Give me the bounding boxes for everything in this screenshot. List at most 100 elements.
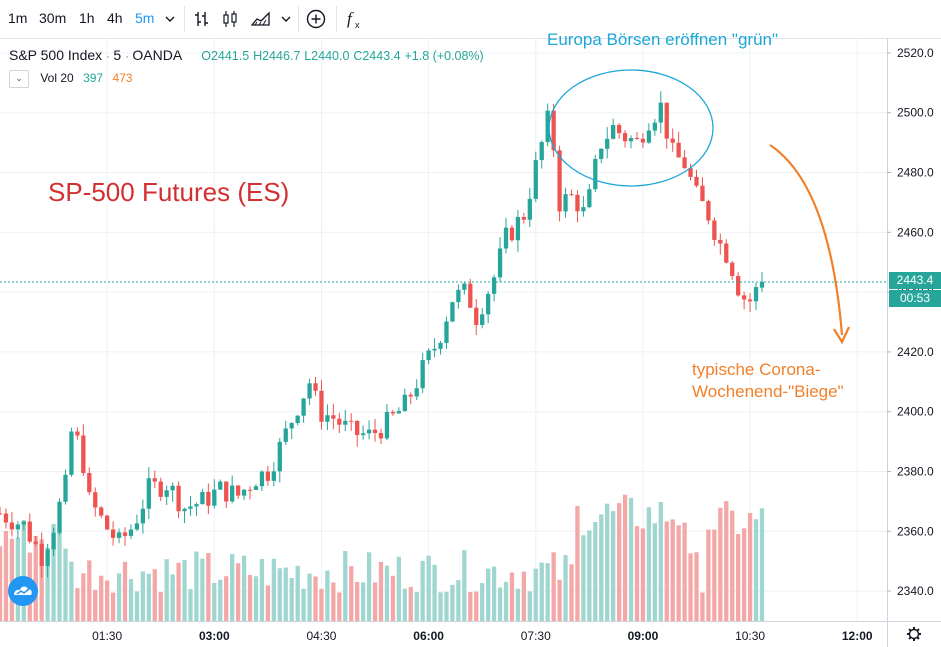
candle-body	[509, 227, 515, 241]
candle-body	[0, 513, 3, 515]
volume-bar	[247, 575, 253, 621]
candle-body	[128, 529, 134, 536]
candle-body	[521, 217, 527, 220]
chevron-down-icon[interactable]	[280, 13, 292, 25]
settings-gear-icon[interactable]	[907, 627, 921, 641]
volume-bar	[664, 521, 669, 621]
candle-body	[3, 513, 9, 523]
collapse-chevron-icon[interactable]: ⌄	[9, 70, 29, 88]
volume-bar	[224, 576, 229, 621]
interval-1m-button[interactable]: 1m	[8, 10, 28, 26]
volume-bar	[337, 592, 342, 621]
volume-bar	[616, 503, 622, 621]
volume-bar	[366, 552, 372, 621]
volume-bar	[724, 501, 729, 621]
europe-open-annotation: Europa Börsen eröffnen "grün"	[547, 30, 778, 49]
volume-bar	[313, 576, 318, 621]
x-tick-label: 03:00	[199, 629, 230, 643]
area-chart-icon[interactable]	[251, 10, 271, 28]
volume-bar	[444, 591, 449, 621]
volume-bar	[116, 573, 122, 621]
candle-body	[408, 394, 413, 397]
x-tick-label: 09:00	[628, 629, 659, 643]
volume-bar	[140, 571, 146, 621]
candle-body	[736, 275, 741, 296]
candle-body	[39, 543, 44, 566]
candle-body	[45, 549, 50, 566]
candle-body	[355, 420, 360, 436]
interval-30m-button[interactable]: 30m	[39, 10, 67, 26]
y-tick-label: 2520.0	[897, 46, 934, 60]
interval-1h-button[interactable]: 1h	[79, 10, 95, 26]
toolbar-divider	[298, 6, 299, 32]
volume-bar	[75, 588, 80, 621]
candle-body	[283, 428, 288, 442]
candle-body	[218, 481, 223, 490]
volume-bar	[718, 507, 723, 621]
volume-bar	[569, 564, 574, 621]
tradingview-logo-icon[interactable]	[8, 576, 38, 606]
y-tick-label: 2380.0	[897, 465, 934, 479]
volume-bar	[122, 561, 128, 621]
bar-chart-icon[interactable]	[193, 10, 211, 28]
candle-body	[438, 342, 443, 349]
candle-body	[170, 485, 175, 491]
volume-bar	[747, 513, 753, 621]
toolbar-divider	[336, 6, 337, 32]
volume-bar	[69, 561, 74, 621]
chart-legend: S&P 500 Index · 5 · OANDA O2441.5 H2446.…	[9, 47, 484, 63]
volume-bar	[402, 588, 407, 621]
volume-bar	[700, 592, 705, 621]
volume-bar	[486, 568, 491, 621]
volume-bar	[355, 582, 360, 621]
volume-bar	[194, 551, 199, 621]
candle-body	[640, 138, 646, 143]
candle-body	[545, 110, 550, 143]
countdown-label: 00:53	[889, 290, 941, 307]
candle-body	[81, 435, 86, 474]
candles-icon[interactable]	[221, 10, 239, 28]
candle-body	[253, 486, 259, 490]
volume-bar	[57, 527, 62, 621]
candle-body	[152, 478, 157, 482]
volume-bar	[110, 592, 116, 621]
interval-5m-button[interactable]: 5m	[135, 10, 155, 26]
candle-body	[277, 441, 282, 472]
volume-bar	[587, 530, 592, 621]
volume-bar	[634, 526, 640, 621]
gear-hub	[908, 628, 920, 640]
volume-legend: ⌄ Vol 20 397 473	[9, 70, 132, 88]
candle-body	[581, 207, 586, 212]
candle-body	[349, 420, 354, 422]
volume-bar	[646, 507, 652, 621]
volume-bar	[438, 592, 443, 621]
chevron-down-icon[interactable]	[164, 13, 176, 25]
volume-bar	[593, 522, 598, 621]
candle-body	[33, 541, 38, 544]
candle-body	[724, 243, 729, 263]
candle-body	[515, 217, 521, 241]
interval-4h-button[interactable]: 4h	[107, 10, 123, 26]
volume-bar	[676, 525, 681, 621]
corona-bend-arrow	[769, 144, 844, 336]
candle-body	[414, 388, 419, 397]
x-tick-label: 10:30	[735, 629, 765, 643]
volume-bar	[563, 555, 568, 621]
y-tick-label: 2500.0	[897, 106, 934, 120]
candle-body	[212, 489, 217, 506]
candle-body	[753, 287, 759, 302]
volume-bar	[462, 550, 467, 621]
volume-bar	[527, 591, 532, 621]
legend-source: OANDA	[132, 47, 182, 63]
volume-bar	[87, 560, 92, 621]
add-indicator-icon[interactable]	[306, 9, 326, 29]
symbol-name[interactable]: S&P 500 Index	[9, 47, 103, 63]
volume-bar	[474, 591, 479, 621]
candle-body	[337, 418, 342, 425]
volume-bar	[349, 566, 354, 621]
candle-body	[533, 160, 538, 199]
arrow-head	[833, 326, 850, 345]
volume-bar	[575, 505, 580, 621]
